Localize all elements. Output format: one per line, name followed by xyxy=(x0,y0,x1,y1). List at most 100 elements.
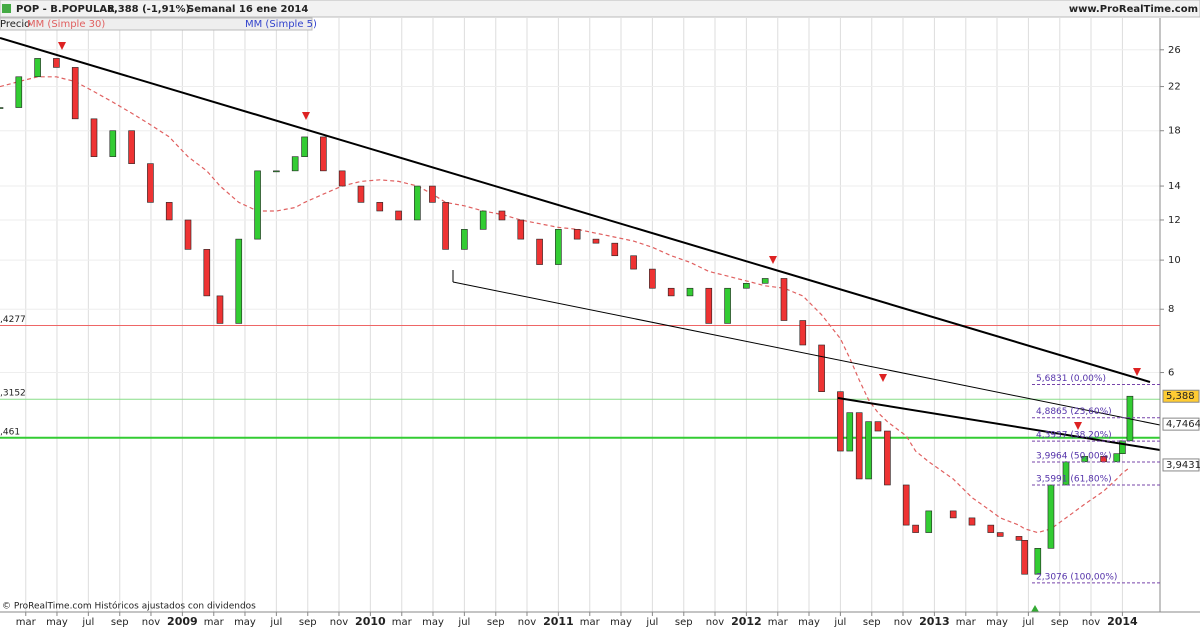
level-label: ,461 xyxy=(0,427,20,437)
x-tick-label: 2011 xyxy=(543,615,574,628)
price-tag-label: 5,388 xyxy=(1166,391,1195,402)
x-tick-label: jul xyxy=(81,617,94,628)
candle xyxy=(780,278,788,321)
candle xyxy=(301,136,308,157)
y-tick-label: 14 xyxy=(1168,181,1181,192)
x-tick-label: mar xyxy=(204,617,225,628)
y-tick-label: 10 xyxy=(1168,255,1181,266)
price-tag-label: 3,9431 xyxy=(1166,460,1200,471)
x-tick-label: mar xyxy=(580,617,601,628)
x-tick-label: 2009 xyxy=(167,615,198,628)
x-tick-label: 2014 xyxy=(1107,615,1138,628)
x-tick-label: sep xyxy=(299,617,317,628)
fib-label: 4,3937 (38,20%) xyxy=(1036,431,1112,441)
x-tick-label: 2013 xyxy=(919,615,950,628)
x-tick-label: sep xyxy=(111,617,129,628)
x-tick-label: may xyxy=(46,617,68,628)
candle xyxy=(630,255,637,270)
candle xyxy=(203,249,211,297)
candle xyxy=(395,210,402,221)
candle xyxy=(34,58,41,78)
x-tick-label: sep xyxy=(1051,617,1069,628)
candle xyxy=(743,282,750,289)
candle xyxy=(649,268,656,289)
x-tick-label: mar xyxy=(768,617,789,628)
x-tick-label: jul xyxy=(645,617,658,628)
price-tag-label: 4,7464 xyxy=(1166,419,1200,430)
candle xyxy=(912,524,919,533)
fib-label: 4,8865 (23,60%) xyxy=(1036,407,1112,417)
legend: Precio MM (Simple 30) MM (Simple 5) xyxy=(0,17,317,31)
candle xyxy=(15,76,23,108)
candle xyxy=(902,484,910,526)
candle xyxy=(254,170,261,240)
candle xyxy=(216,295,224,324)
candle xyxy=(667,287,675,297)
x-tick-label: may xyxy=(986,617,1008,628)
candle xyxy=(498,210,506,221)
x-tick-label: may xyxy=(422,617,444,628)
level-label: ,3152 xyxy=(0,389,26,399)
candle xyxy=(855,412,863,480)
x-tick-label: jul xyxy=(833,617,846,628)
header-bar xyxy=(0,0,1200,18)
candle xyxy=(320,136,327,172)
quote: 5,388 (-1,91%) xyxy=(107,4,190,15)
candle xyxy=(705,287,713,324)
footer: © ProRealTime.com Históricos ajustados c… xyxy=(2,601,256,612)
legend-item: MM (Simple 30) xyxy=(27,19,105,30)
arrow xyxy=(302,112,310,120)
candle xyxy=(0,107,4,109)
candle xyxy=(90,118,98,157)
x-tick-label: sep xyxy=(675,617,693,628)
candle xyxy=(968,517,976,526)
moving-average xyxy=(0,76,1131,534)
x-tick-label: nov xyxy=(1082,617,1100,628)
candle xyxy=(865,421,872,480)
arrow xyxy=(58,42,66,50)
level-label: ,4277 xyxy=(0,315,26,325)
candle xyxy=(1015,536,1023,541)
fib-label: 5,6831 (0,00%) xyxy=(1036,374,1106,384)
arrow xyxy=(879,374,887,382)
candle xyxy=(949,510,957,519)
x-tick-label: may xyxy=(234,617,256,628)
candle xyxy=(987,524,995,533)
x-tick-label: 2012 xyxy=(731,615,762,628)
candle xyxy=(724,287,731,324)
candle xyxy=(479,210,487,230)
candle xyxy=(414,185,421,221)
candle xyxy=(818,344,825,392)
overlay xyxy=(0,37,1161,612)
legend-bar xyxy=(0,17,313,31)
x-tick-label: mar xyxy=(392,617,413,628)
x-tick-label: may xyxy=(610,617,632,628)
candle xyxy=(273,170,280,173)
x-tick-label: nov xyxy=(330,617,348,628)
fib-label: 2,3076 (100,00%) xyxy=(1036,572,1117,582)
candle xyxy=(184,219,192,250)
candle xyxy=(1062,461,1070,486)
fib-label: 3,9964 (50,00%) xyxy=(1036,451,1112,461)
candle xyxy=(165,202,173,221)
candle xyxy=(592,238,600,244)
plot-area xyxy=(0,18,1160,612)
legend-item: MM (Simple 5) xyxy=(245,19,317,30)
trendline xyxy=(452,281,1161,426)
candle xyxy=(1021,539,1028,575)
x-tick-label: nov xyxy=(518,617,536,628)
y-tick-label: 22 xyxy=(1168,82,1181,93)
x-tick-label: nov xyxy=(706,617,724,628)
candle xyxy=(573,229,581,240)
candle xyxy=(686,287,694,297)
period: Semanal 16 ene 2014 xyxy=(187,4,308,15)
x-tick-label: sep xyxy=(863,617,881,628)
trendline xyxy=(0,37,1151,383)
candle xyxy=(884,430,891,486)
x-tick-label: jul xyxy=(1021,617,1034,628)
candle xyxy=(611,242,619,257)
candle xyxy=(799,320,807,346)
x-tick-label: nov xyxy=(142,617,160,628)
x-tick-label: nov xyxy=(894,617,912,628)
